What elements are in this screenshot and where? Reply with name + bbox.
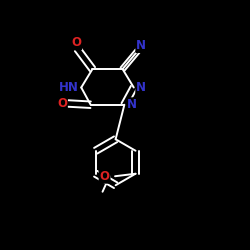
Text: O: O — [57, 97, 67, 110]
Text: N: N — [136, 39, 146, 52]
Text: N: N — [136, 81, 146, 94]
Text: O: O — [100, 170, 110, 183]
Text: O: O — [71, 36, 81, 49]
Text: N: N — [127, 98, 137, 111]
Text: HN: HN — [59, 81, 79, 94]
